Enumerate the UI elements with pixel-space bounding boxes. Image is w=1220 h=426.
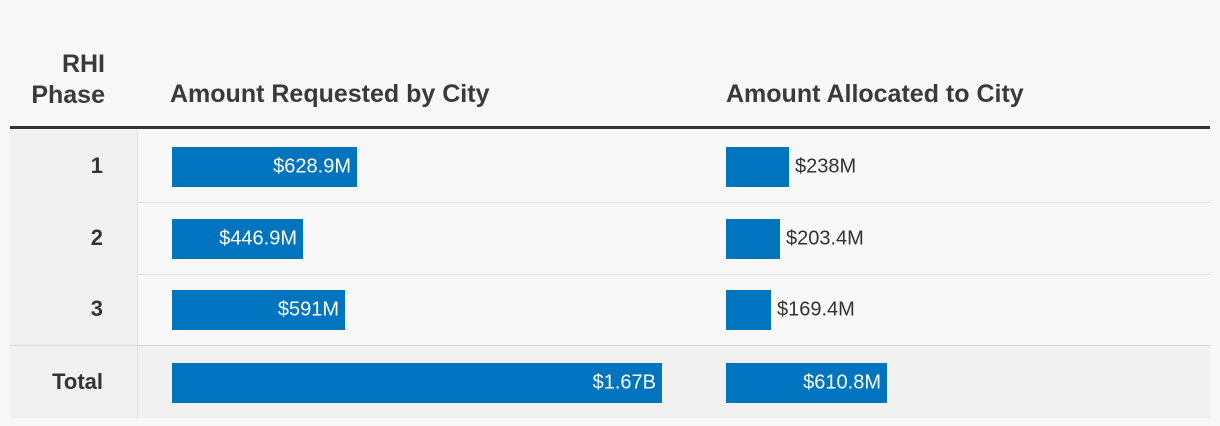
requested-bar: $591M bbox=[172, 290, 345, 330]
allocated-bar: $610.8M bbox=[726, 363, 887, 403]
header-amount-requested: Amount Requested by City bbox=[170, 80, 490, 108]
phase-cell: Total bbox=[10, 346, 138, 418]
phase-label: 3 bbox=[90, 296, 103, 321]
header-rhi-phase-line-2: Phase bbox=[31, 81, 105, 109]
table-row: 1 $628.9M $238M bbox=[10, 130, 1210, 203]
header-divider bbox=[10, 126, 1210, 129]
allocated-bar bbox=[726, 219, 780, 259]
allocated-value-label: $610.8M bbox=[803, 371, 881, 394]
requested-value-label: $1.67B bbox=[592, 371, 656, 394]
rhi-funding-table: RHI Phase Amount Requested by City Amoun… bbox=[10, 0, 1210, 418]
phase-label: Total bbox=[52, 369, 103, 394]
phase-cell: 1 bbox=[10, 130, 138, 202]
table-row: 3 $591M $169.4M bbox=[10, 273, 1210, 346]
requested-bar: $1.67B bbox=[172, 363, 662, 403]
header-rhi-phase: RHI Phase bbox=[0, 49, 105, 111]
allocated-bar bbox=[726, 147, 789, 187]
header-rhi-phase-line-1: RHI bbox=[61, 50, 105, 78]
requested-bar: $628.9M bbox=[172, 147, 357, 187]
phase-label: 2 bbox=[90, 225, 103, 250]
allocated-value-label: $203.4M bbox=[786, 227, 864, 250]
table-row: Total $1.67B $610.8M bbox=[10, 345, 1210, 418]
phase-cell: 2 bbox=[10, 202, 138, 274]
table-row: 2 $446.9M $203.4M bbox=[10, 202, 1210, 275]
phase-cell: 3 bbox=[10, 273, 138, 345]
requested-value-label: $591M bbox=[277, 298, 339, 321]
requested-bar: $446.9M bbox=[172, 219, 303, 259]
requested-value-label: $628.9M bbox=[273, 155, 351, 178]
phase-label: 1 bbox=[90, 153, 103, 178]
allocated-value-label: $169.4M bbox=[777, 298, 855, 321]
allocated-bar bbox=[726, 290, 771, 330]
allocated-value-label: $238M bbox=[795, 155, 857, 178]
header-amount-allocated: Amount Allocated to City bbox=[726, 80, 1024, 108]
requested-value-label: $446.9M bbox=[219, 227, 297, 250]
